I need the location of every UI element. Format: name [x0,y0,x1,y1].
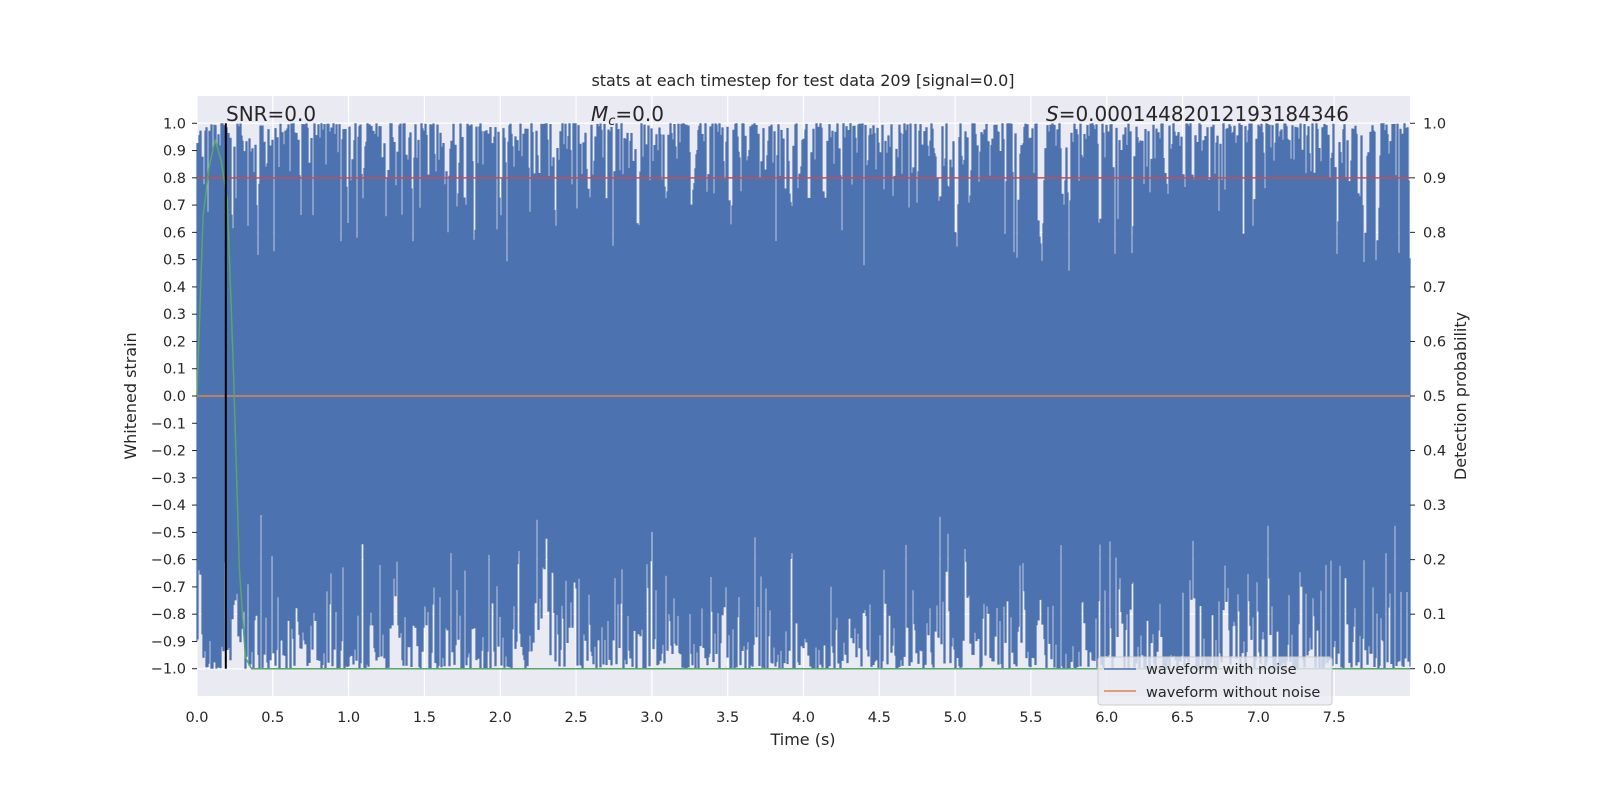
y-left-tick-label: −0.9 [151,634,186,650]
s-statistic-annotation: S=0.00014482012193184346 [1046,102,1349,126]
legend: waveform with noise waveform without noi… [1097,656,1333,706]
legend-box [1097,656,1333,706]
y-right-tick-label: 0.4 [1423,444,1446,460]
x-tick-label: 1.5 [413,710,436,726]
chart-title: stats at each timestep for test data 209… [591,71,1014,90]
y-left-tick-label: 0.1 [163,362,186,378]
x-tick-label: 3.5 [716,710,739,726]
y-left-tick-label: 0.4 [163,280,186,296]
y-right-tick-label: 0.1 [1423,607,1446,623]
y-axis-label-right: Detection probability [1451,312,1470,480]
y-right-tick-label: 0.6 [1423,334,1446,350]
x-tick-label: 4.5 [868,710,891,726]
y-right-tick-label: 0.5 [1423,389,1446,405]
x-tick-label: 5.5 [1019,710,1042,726]
x-tick-label: 7.5 [1323,710,1346,726]
x-tick-label: 0.5 [261,710,284,726]
axes: 0.0 0.5 1.0 1.5 2.0 2.5 3.0 3.5 4.0 4.5 5.0 5.5 6.0 6… [151,116,1446,726]
y-left-tick-label: 0.2 [163,334,186,350]
y-left-tick-label: 0.0 [163,389,186,405]
chirp-mass-annotation: Mc=0.0 [591,102,664,129]
y-left-tick-label: 0.7 [163,198,186,214]
plot-marks [196,123,1411,670]
y-left-tick-label: 1.0 [163,116,186,132]
y-left-tick-label: −0.3 [151,471,186,487]
x-tick-label: 4.0 [792,710,815,726]
y-left-tick-label: −0.5 [151,525,186,541]
y-right-tick-label: 0.0 [1423,662,1446,678]
x-tick-label: 2.0 [489,710,512,726]
y-right-tick-label: 0.7 [1423,280,1446,296]
snr-annotation: SNR=0.0 [226,102,316,126]
x-tick-label: 2.5 [565,710,588,726]
x-tick-label: 6.0 [1095,710,1118,726]
y-left-tick-label: 0.8 [163,171,186,187]
y-left-tick-label: 0.9 [163,144,186,160]
series-detection-probability [196,139,1410,670]
y-right-tick-label: 1.0 [1423,116,1446,132]
y-right-tick-label: 0.3 [1423,498,1446,514]
x-tick-label: 6.5 [1171,710,1194,726]
legend-label-waveform-without-noise: waveform without noise [1146,685,1320,701]
y-left-tick-label: 0.5 [163,253,186,269]
y-left-tick-label: −0.2 [151,444,186,460]
y-right-tick-label: 0.8 [1423,225,1446,241]
x-tick-label: 5.0 [944,710,967,726]
y-left-tick-label: −0.4 [151,498,186,514]
y-right-tick-label: 0.9 [1423,171,1446,187]
y-axis-label-left: Whitened strain [121,332,140,459]
y-left-tick-label: 0.6 [163,225,186,241]
x-tick-label: 3.0 [640,710,663,726]
x-axis-label: Time (s) [769,730,835,749]
legend-label-waveform-with-noise: waveform with noise [1146,662,1297,678]
y-left-tick-label: −1.0 [151,662,186,678]
y-left-tick-label: −0.8 [151,607,186,623]
y-left-tick-label: 0.3 [163,307,186,323]
y-left-tick-label: −0.7 [151,580,186,596]
y-right-tick-label: 0.2 [1423,553,1446,569]
x-tick-label: 7.0 [1247,710,1270,726]
y-left-tick-label: −0.1 [151,416,186,432]
x-tick-label: 1.0 [337,710,360,726]
y-left-tick-label: −0.6 [151,553,186,569]
x-tick-label: 0.0 [185,710,208,726]
